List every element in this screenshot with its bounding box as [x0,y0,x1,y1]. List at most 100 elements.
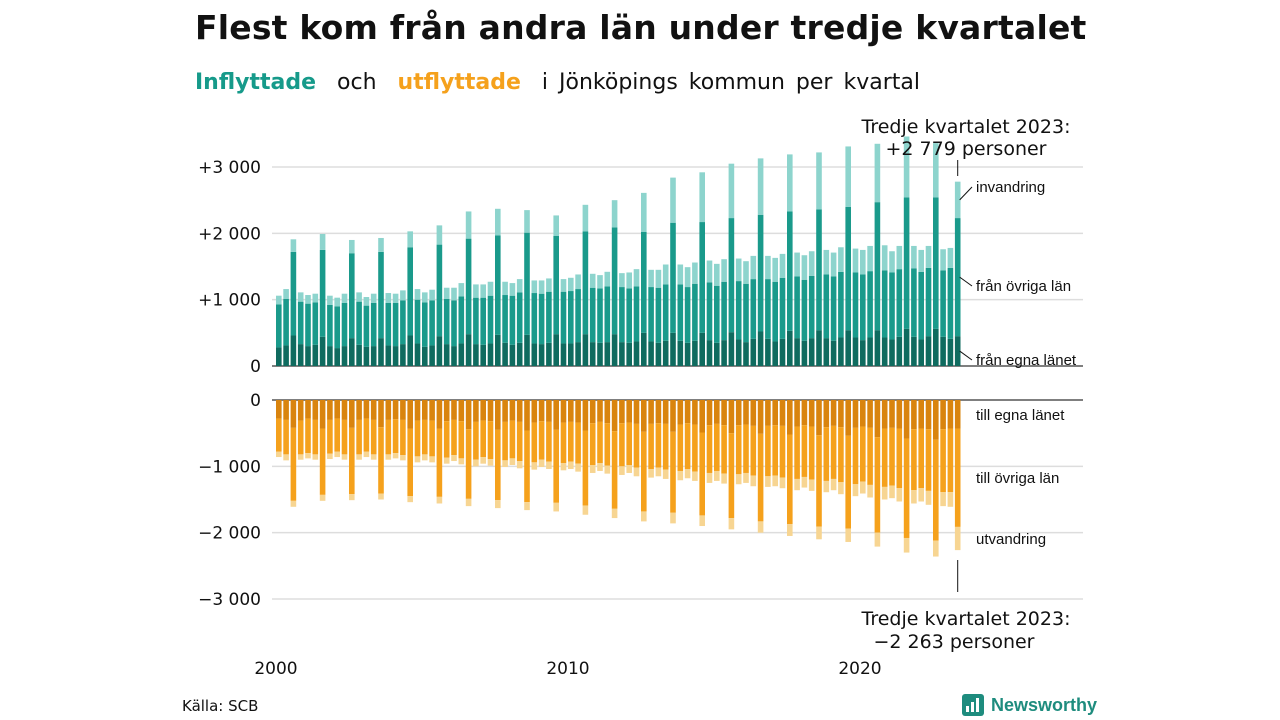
bar-in-segment [794,276,800,339]
bar-out-segment [276,418,282,452]
bar-in-segment [838,271,844,338]
bar-in-segment [633,269,640,287]
brand-name: Newsworthy [991,694,1098,715]
bar-in-segment [641,232,647,333]
bar-in-segment [538,344,545,366]
bar-in-segment [407,335,413,366]
bar-out-segment [896,488,903,502]
bar-in-segment [655,342,662,366]
bar-in-segment [692,262,698,284]
bar-in-segment [838,337,844,366]
bar-in-segment [911,268,917,337]
bar-in-segment [933,197,939,329]
bar-out-segment [874,437,881,533]
bar-in-segment [816,152,822,210]
bar-out-segment [429,456,435,463]
bar-out-segment [852,400,859,428]
bar-out-segment [845,400,851,436]
bar-out-segment [721,400,727,426]
bar-out-segment [655,423,662,468]
bar-out-segment [341,400,348,420]
bar-out-segment [568,400,574,422]
bar-out-segment [312,400,319,420]
bar-out-segment [495,429,501,501]
bar-in-segment [443,287,450,300]
annotation-top-line2: +2 779 personer [886,138,1047,160]
bar-in-segment [670,332,676,366]
bar-in-segment [546,278,552,292]
bar-out-segment [429,420,435,457]
bar-in-segment [677,264,684,285]
bar-in-segment [385,302,392,346]
bar-in-segment [283,289,289,300]
bar-in-segment [560,343,567,366]
bar-out-segment [597,400,603,422]
bar-in-segment [341,346,348,366]
bar-out-segment [575,400,581,423]
bar-in-segment [502,281,508,296]
bar-in-segment [443,299,450,345]
bar-out-segment [750,400,757,426]
bar-in-segment [487,343,494,366]
chart-subtitle: Inflyttade och utflyttade i Jönköpings k… [195,70,930,95]
bar-in-segment [451,300,457,347]
bar-in-segment [692,340,698,366]
bar-out-segment [903,438,910,538]
bar-in-segment [341,293,348,303]
bar-in-segment [363,305,370,347]
bar-out-segment [838,400,844,428]
series-label-in: från egna länet [976,352,1077,369]
annotation-bottom-line2: −2 263 personer [874,631,1035,653]
bar-out-segment [378,400,384,428]
bar-out-segment [451,400,457,420]
bar-out-segment [757,433,764,522]
bar-in-segment [319,249,326,337]
bar-in-segment [648,269,654,288]
bar-out-segment [881,486,888,500]
bar-in-segment [947,338,954,366]
x-tick-label: 2010 [546,659,589,679]
bar-out-segment [509,458,516,466]
bar-in-segment [706,282,713,341]
bar-out-segment [947,492,954,507]
bar-out-segment [349,494,355,501]
y-tick-label-out: −2 000 [198,524,261,544]
bar-out-segment [925,400,932,430]
bar-in-segment [429,300,435,346]
bar-out-segment [276,400,282,419]
bar-out-segment [414,400,421,421]
bar-out-segment [721,473,727,484]
bar-in-segment [341,302,348,347]
bar-out-segment [772,475,778,487]
bar-in-segment [728,163,735,219]
bar-in-segment [918,271,924,340]
bar-out-segment [400,455,406,461]
bar-out-segment [662,400,669,424]
bar-out-segment [458,400,465,422]
bar-out-segment [918,428,924,489]
bar-out-segment [867,427,873,485]
bar-in-segment [378,237,384,252]
bar-out-segment [823,400,830,428]
bar-in-segment [392,346,399,366]
bar-in-segment [495,334,501,366]
bar-in-segment [349,239,355,254]
bar-out-segment [648,400,654,424]
bar-in-segment [735,258,742,282]
bar-out-segment [925,429,932,491]
label-layer: +3 000 +2 000 +1 000 0 0 −1 000 −2 000 −3 000 20… [198,158,1077,679]
bar-in-segment [714,285,720,343]
bar-in-segment [662,340,669,366]
bar-in-segment [538,293,545,345]
bar-out-segment [443,400,450,422]
bar-out-segment [473,400,479,422]
bar-in-segment [619,273,625,288]
bar-in-segment [852,272,859,338]
bar-out-segment [502,421,508,461]
bar-in-segment [487,281,494,296]
bar-in-segment [319,336,326,366]
bar-out-segment [655,467,662,477]
bar-out-segment [297,400,304,421]
bar-out-segment [823,480,830,493]
bar-out-segment [816,400,822,436]
